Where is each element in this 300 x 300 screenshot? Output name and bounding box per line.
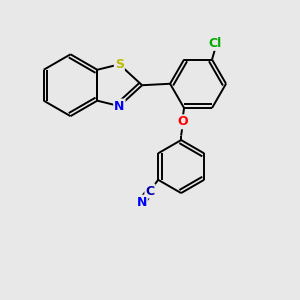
Text: N: N <box>136 196 147 209</box>
Text: C: C <box>146 184 154 197</box>
Text: Cl: Cl <box>208 37 222 50</box>
Text: N: N <box>114 100 124 112</box>
Text: S: S <box>115 58 124 71</box>
Text: O: O <box>177 115 188 128</box>
